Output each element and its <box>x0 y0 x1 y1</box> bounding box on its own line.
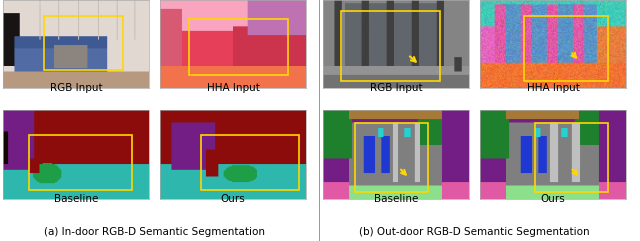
Text: (a) In-door RGB-D Semantic Segmentation: (a) In-door RGB-D Semantic Segmentation <box>44 227 265 237</box>
Bar <box>524 16 609 81</box>
Bar <box>201 135 299 190</box>
Text: RGB Input: RGB Input <box>50 83 102 93</box>
Text: HHA Input: HHA Input <box>527 83 579 93</box>
Bar <box>189 19 289 75</box>
Text: Baseline: Baseline <box>374 194 419 204</box>
Bar <box>536 123 609 192</box>
Text: Baseline: Baseline <box>54 194 99 204</box>
Bar <box>340 11 440 81</box>
Text: (b) Out-door RGB-D Semantic Segmentation: (b) Out-door RGB-D Semantic Segmentation <box>359 227 590 237</box>
Text: Ours: Ours <box>221 194 245 204</box>
Text: RGB Input: RGB Input <box>370 83 422 93</box>
Bar <box>44 16 123 70</box>
Bar <box>29 135 132 190</box>
Text: HHA Input: HHA Input <box>207 83 259 93</box>
Text: Ours: Ours <box>541 194 565 204</box>
Bar <box>355 123 428 192</box>
